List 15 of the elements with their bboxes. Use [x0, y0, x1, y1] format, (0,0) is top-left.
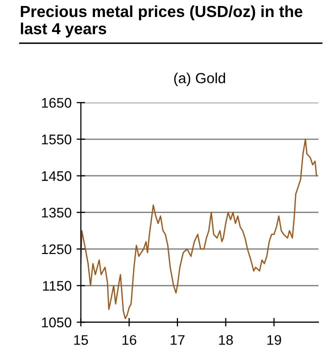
x-tick-label: 18 — [219, 335, 233, 345]
y-tick-label: 1050 — [42, 318, 72, 328]
x-tick-label: 15 — [74, 335, 88, 345]
y-tick-label: 1450 — [42, 171, 72, 181]
y-tick-label: 1550 — [42, 134, 72, 144]
y-tick-label: 1350 — [42, 208, 72, 218]
y-tick-label: 1250 — [42, 244, 72, 254]
x-tick-label: 16 — [122, 335, 136, 345]
x-tick-label: 19 — [267, 335, 282, 345]
y-tick-label: 1650 — [42, 98, 72, 108]
chart-subtitle: (a) Gold — [174, 72, 226, 86]
y-tick-label: 1150 — [43, 280, 72, 291]
line-series — [80, 138, 318, 320]
x-tick-label: 17 — [170, 335, 184, 345]
chart-title: Precious metal prices (USD/oz) in the last 4 years — [20, 5, 302, 38]
